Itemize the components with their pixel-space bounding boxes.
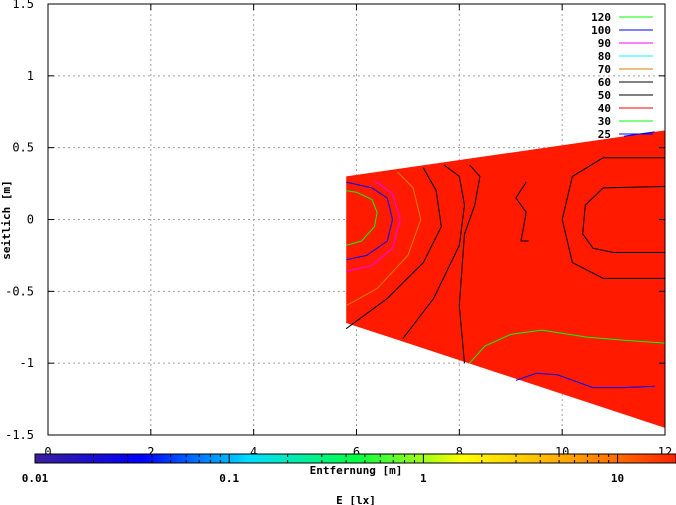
contour-90	[346, 180, 401, 272]
y-tick-label: 1.5	[12, 0, 34, 11]
legend-label-25: 25	[598, 128, 611, 141]
legend-label-90: 90	[598, 37, 611, 50]
y-tick-label: -1.5	[5, 428, 34, 442]
contour-50	[515, 181, 529, 242]
contour-lines	[345, 131, 665, 389]
x-tick-label: 6	[353, 445, 360, 459]
illuminance-area	[346, 130, 665, 428]
colorbar-label: E [lx]	[336, 494, 376, 505]
legend-label-40: 40	[598, 102, 611, 115]
legend-label-70: 70	[598, 63, 611, 76]
contour-100	[515, 372, 655, 389]
contour-30	[346, 190, 378, 246]
legend-label-120: 120	[591, 11, 611, 24]
legend-label-80: 80	[598, 50, 611, 63]
y-tick-label: 0	[27, 213, 34, 227]
contour-50	[561, 157, 665, 279]
x-tick-label: 4	[250, 445, 257, 459]
contour-50	[458, 164, 481, 364]
colorbar-tick-label: 10	[611, 472, 624, 485]
x-tick-label: 2	[147, 445, 154, 459]
contour-70	[345, 171, 422, 307]
colorbar: 0.01 0.1 1 10	[22, 453, 676, 485]
x-axis-label: Entfernung [m]	[310, 464, 403, 477]
illuminance-region	[346, 130, 665, 428]
y-axis-ticks: 1.5 1 0.5 0 -0.5 -1 -1.5	[5, 0, 665, 442]
y-tick-label: 1	[27, 69, 34, 83]
contour-50	[345, 167, 442, 330]
contour-100	[346, 181, 393, 261]
legend-label-100: 100	[591, 24, 611, 37]
colorbar-tick-label: 0.01	[22, 472, 49, 485]
colorbar-tick-label: 1	[420, 472, 427, 485]
y-tick-label: -0.5	[5, 284, 34, 298]
contour-50	[402, 164, 465, 340]
y-tick-label: -1	[20, 356, 34, 370]
contour-50	[582, 186, 665, 253]
x-tick-label: 8	[456, 445, 463, 459]
legend-label-50: 50	[598, 89, 611, 102]
x-tick-label: 0	[44, 445, 51, 459]
contour-30	[469, 329, 665, 364]
y-tick-label: 0.5	[12, 141, 34, 155]
legend-label-60: 60	[598, 76, 611, 89]
colorbar-bar	[34, 453, 676, 464]
y-axis-label: seitlich [m]	[0, 180, 13, 259]
colorbar-tick-label: 0.1	[219, 472, 239, 485]
legend-label-30: 30	[598, 115, 611, 128]
